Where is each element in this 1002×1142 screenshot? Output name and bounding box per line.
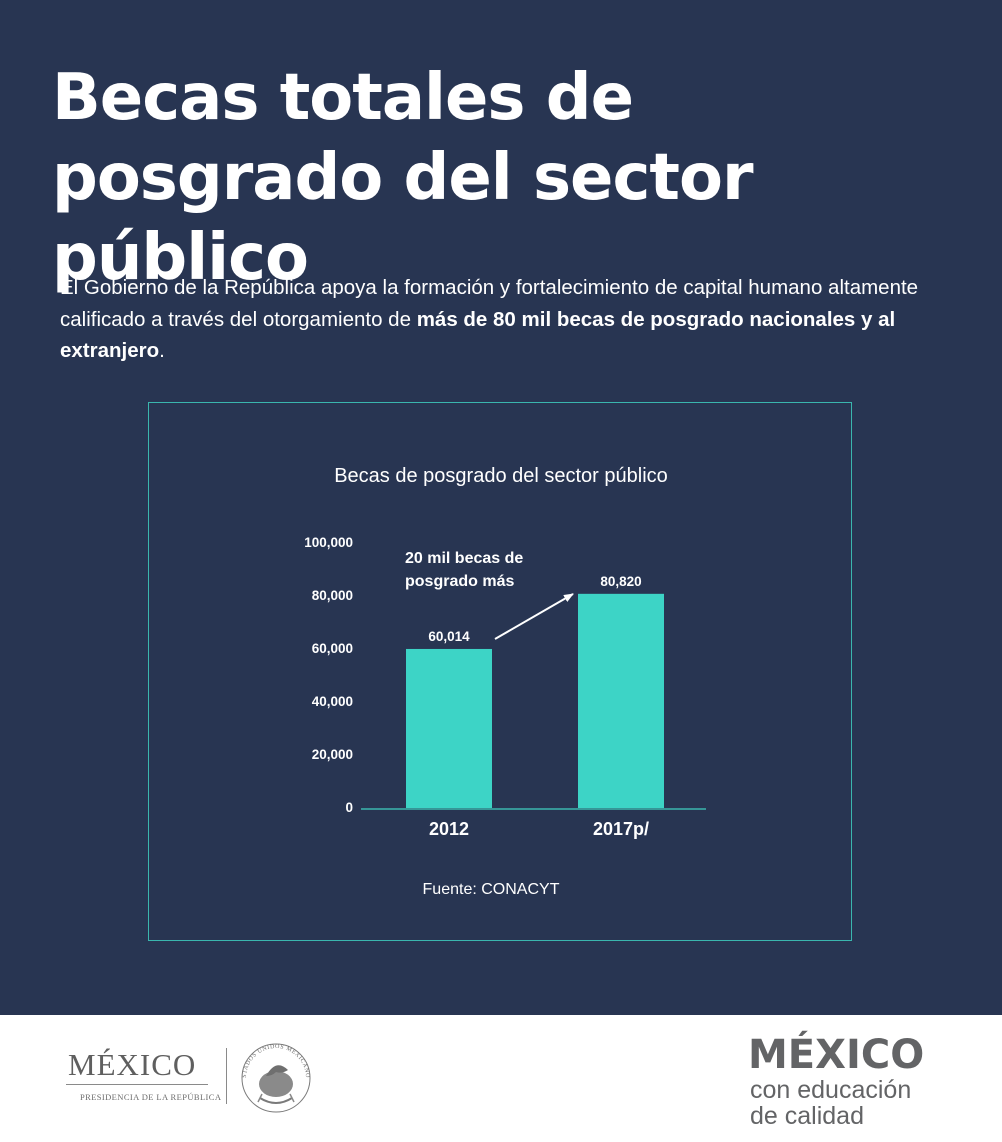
annotation-arrow — [494, 593, 574, 640]
annotation-line-1: 20 mil becas de — [405, 550, 523, 567]
y-tick-label: 60,000 — [312, 641, 353, 656]
page-title: Becas totales de posgrado del sector púb… — [52, 61, 754, 295]
chart-frame: Becas de posgrado del sector público 0 20… — [148, 402, 852, 941]
footer — [0, 1015, 1002, 1142]
bars-group — [406, 593, 664, 808]
intro-text: El Gobierno de la República apoya la for… — [60, 276, 919, 331]
x-tick-label: 2017p/ — [593, 819, 649, 839]
national-seal-icon: ESTADOS UNIDOS MEXICANOS — [236, 1036, 311, 1113]
x-axis-ticks: 2012 2017p/ — [429, 819, 649, 839]
chart-source: Fuente: CONACYT — [423, 881, 560, 898]
y-tick-label: 80,000 — [312, 588, 353, 603]
intro-highlight: más de 80 mil becas de posgrado nacional… — [60, 307, 896, 363]
annotation-line-2: posgrado más — [405, 573, 514, 590]
logo-rule — [66, 1084, 208, 1085]
brand-line-1: con educación — [750, 1076, 912, 1104]
annotation-text: 20 mil becas de posgrado más — [405, 550, 528, 590]
y-tick-label: 100,000 — [304, 535, 353, 550]
value-labels: 60,014 80,820 — [428, 574, 641, 644]
brand-line-2: de calidad — [750, 1102, 864, 1130]
chart-title: Becas de posgrado del sector público — [334, 465, 668, 487]
presidencia-label: PRESIDENCIA DE LA REPÚBLICA — [80, 1092, 222, 1102]
logo-divider — [226, 1048, 227, 1104]
mexico-logo-word: MÉXICO — [68, 1047, 197, 1082]
intro-paragraph: El Gobierno de la República apoya la for… — [60, 272, 940, 367]
bar-chart: Becas de posgrado del sector público 0 20… — [304, 465, 706, 898]
bar — [578, 593, 664, 808]
main-panel: Becas totales de posgrado del sector púb… — [0, 0, 1002, 1015]
y-tick-label: 20,000 — [312, 747, 353, 762]
intro-end: . — [159, 339, 165, 362]
bar-value-label: 60,014 — [428, 629, 470, 644]
y-tick-label: 0 — [345, 800, 353, 815]
x-tick-label: 2012 — [429, 819, 469, 839]
bar-value-label: 80,820 — [600, 574, 641, 589]
y-tick-label: 40,000 — [312, 694, 353, 709]
bar — [406, 648, 492, 808]
y-axis-ticks: 0 20,000 40,000 60,000 80,000 100,000 — [304, 535, 353, 815]
brand-mexico: MÉXICO — [748, 1032, 925, 1078]
